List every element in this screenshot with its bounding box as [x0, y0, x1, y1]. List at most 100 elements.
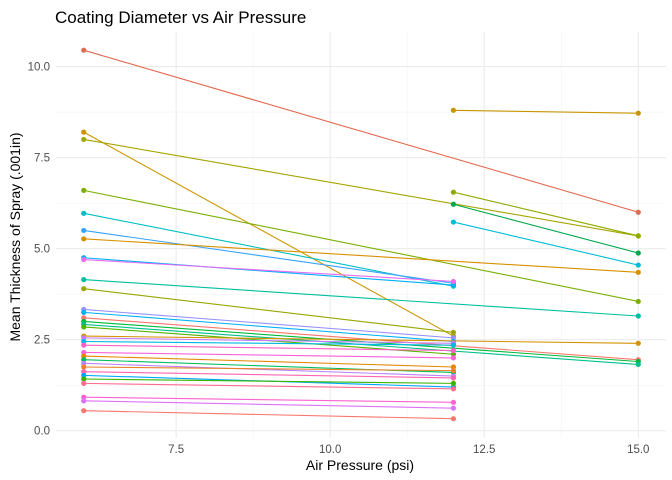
- series-0: [81, 47, 641, 215]
- series-line: [83, 355, 454, 368]
- data-point: [81, 349, 87, 356]
- data-point: [81, 227, 87, 234]
- data-point: [635, 110, 641, 116]
- data-point: [450, 348, 457, 354]
- data-point: [450, 278, 457, 285]
- data-point: [81, 236, 87, 242]
- series-line: [453, 221, 639, 266]
- y-tick-label: 2.5: [34, 335, 50, 347]
- series-1: [450, 107, 641, 116]
- data-point: [81, 210, 87, 216]
- series-12: [81, 256, 457, 285]
- series-line: [83, 238, 639, 273]
- series-line: [453, 109, 639, 114]
- y-tick-label: 10.0: [28, 62, 50, 74]
- series-8: [450, 219, 641, 268]
- data-point: [81, 286, 87, 292]
- series-line: [83, 288, 454, 333]
- series-29: [81, 364, 457, 374]
- x-tick-label: 12.5: [473, 444, 495, 456]
- series-line: [83, 317, 639, 361]
- data-point: [450, 355, 457, 361]
- data-point: [635, 233, 641, 239]
- series-line: [83, 49, 639, 213]
- series-5: [450, 189, 641, 239]
- data-point: [450, 282, 457, 288]
- series-line: [83, 335, 639, 344]
- data-point: [81, 376, 87, 382]
- data-point: [81, 309, 87, 315]
- series-36: [81, 408, 457, 422]
- series-line: [83, 382, 454, 390]
- series-2: [81, 129, 457, 339]
- series-line: [83, 366, 454, 372]
- series-line: [83, 378, 454, 384]
- data-point: [635, 340, 641, 346]
- series-9: [81, 227, 457, 286]
- y-tick-label: 0.0: [34, 426, 50, 438]
- data-point: [635, 361, 641, 368]
- data-point: [81, 277, 87, 283]
- series-line: [83, 131, 454, 337]
- series-line: [83, 340, 454, 346]
- series-32: [81, 376, 457, 386]
- series-line: [83, 279, 639, 317]
- data-point: [81, 398, 87, 404]
- series-16: [81, 309, 457, 345]
- chart-title: Coating Diameter vs Air Pressure: [55, 8, 306, 27]
- data-point: [81, 408, 87, 414]
- x-tick-label: 10.0: [319, 444, 341, 456]
- data-point: [81, 360, 87, 366]
- series-33: [81, 380, 457, 392]
- data-point: [81, 335, 87, 341]
- data-point: [450, 380, 457, 386]
- data-point: [450, 375, 457, 381]
- data-point: [450, 219, 457, 225]
- data-point: [450, 342, 457, 348]
- data-point: [450, 201, 457, 207]
- series-layer: [81, 47, 641, 422]
- data-point: [450, 368, 457, 374]
- y-axis-ticks: 0.0 2.5 5.0 7.5 10.0: [28, 62, 50, 438]
- data-point: [81, 338, 87, 345]
- data-point: [450, 399, 457, 405]
- series-line: [83, 308, 454, 339]
- series-15: [81, 306, 457, 341]
- series-line: [83, 351, 454, 359]
- data-point: [81, 324, 87, 330]
- series-24: [81, 342, 457, 354]
- data-point: [450, 351, 457, 357]
- series-14: [81, 286, 457, 336]
- series-26: [81, 353, 457, 370]
- data-point: [635, 269, 641, 275]
- series-line: [83, 259, 454, 282]
- series-line: [83, 138, 639, 237]
- y-tick-label: 5.0: [34, 244, 50, 256]
- series-line: [83, 229, 454, 284]
- series-line: [83, 311, 454, 343]
- series-line: [83, 371, 454, 379]
- data-point: [450, 189, 457, 195]
- series-line: [83, 362, 454, 377]
- data-point: [635, 298, 641, 305]
- series-4: [81, 187, 641, 305]
- data-point: [450, 335, 457, 341]
- data-point: [635, 209, 641, 215]
- data-point: [635, 313, 641, 319]
- series-13: [81, 277, 641, 319]
- x-axis-label: Air Pressure (psi): [306, 457, 414, 473]
- series-30: [81, 369, 457, 381]
- data-point: [81, 364, 87, 370]
- data-point: [81, 187, 87, 193]
- data-point: [81, 394, 87, 400]
- series-line: [83, 396, 454, 403]
- x-tick-label: 15.0: [627, 444, 649, 456]
- series-line: [83, 189, 639, 302]
- data-point: [81, 372, 87, 378]
- series-10: [81, 236, 641, 275]
- series-3: [81, 136, 641, 239]
- data-point: [635, 250, 641, 256]
- series-23: [81, 338, 457, 348]
